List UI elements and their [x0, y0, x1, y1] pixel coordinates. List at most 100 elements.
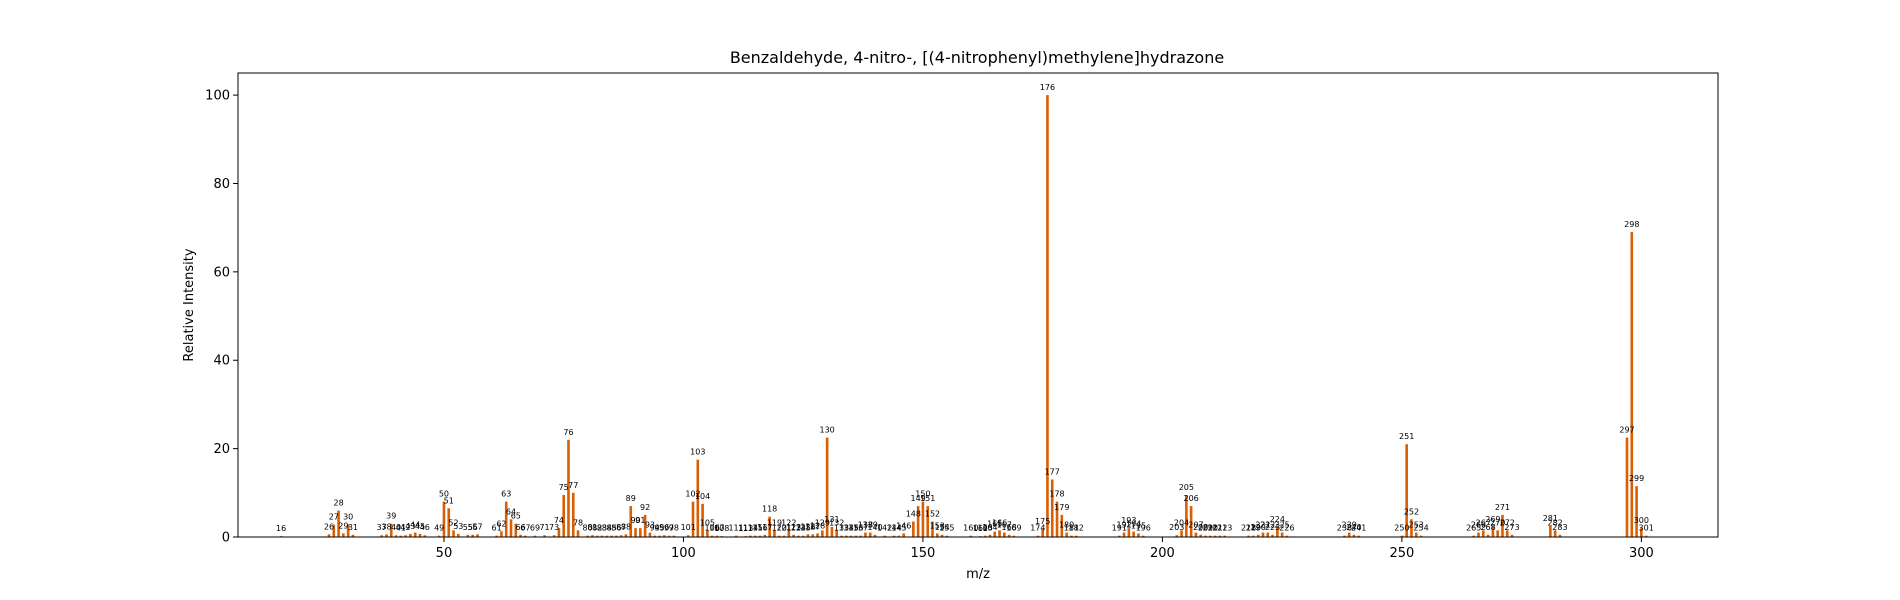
- peak-label-mz-83: 83: [597, 524, 607, 533]
- bar-mz-87: [619, 535, 623, 537]
- peak-label-mz-92: 92: [640, 503, 650, 512]
- bar-mz-270: [1496, 530, 1499, 537]
- peak-label-mz-181: 181: [1064, 524, 1079, 533]
- bar-mz-98: [672, 535, 676, 537]
- peak-label-mz-191: 191: [1112, 524, 1127, 533]
- peak-label-mz-194: 194: [1126, 520, 1141, 529]
- peak-label-mz-301: 301: [1639, 524, 1654, 533]
- bar-mz-26: [327, 534, 331, 537]
- bar-mz-301: [1644, 535, 1648, 537]
- peak-label-mz-167: 167: [997, 521, 1012, 530]
- peak-label-mz-118: 118: [762, 505, 777, 514]
- bar-mz-206: [1189, 506, 1193, 537]
- peak-label-mz-218: 218: [1241, 524, 1256, 533]
- bar-mz-137: [859, 535, 862, 537]
- peak-label-mz-16: 16: [276, 524, 286, 533]
- bar-mz-266: [1477, 532, 1480, 537]
- peak-label-mz-224: 224: [1270, 515, 1285, 524]
- peak-label-mz-96: 96: [659, 523, 669, 532]
- peak-label-mz-226: 226: [1279, 524, 1294, 533]
- peak-label-mz-132: 132: [829, 518, 844, 527]
- peak-label-mz-138: 138: [858, 521, 873, 530]
- bar-mz-41: [399, 535, 403, 537]
- bar-mz-55: [466, 534, 470, 537]
- peak-label-mz-221: 221: [1255, 521, 1270, 530]
- bar-mz-281: [1549, 525, 1552, 537]
- peak-label-mz-140: 140: [867, 523, 882, 532]
- bar-mz-40: [394, 535, 398, 537]
- bar-mz-218: [1247, 535, 1250, 537]
- bar-mz-82: [595, 535, 599, 537]
- peak-label-mz-267: 267: [1476, 518, 1491, 527]
- x-axis-title: m/z: [966, 567, 990, 582]
- peak-label-mz-270: 270: [1490, 518, 1505, 527]
- bar-mz-69: [533, 535, 537, 537]
- bar-mz-145: [897, 535, 901, 537]
- bar-series: [279, 95, 1648, 537]
- x-tick-label-250: 250: [1389, 546, 1414, 561]
- peak-label-mz-29: 29: [338, 521, 348, 530]
- peak-label-mz-30: 30: [343, 513, 353, 522]
- peak-label-mz-238: 238: [1337, 524, 1352, 533]
- bar-mz-126: [806, 534, 810, 537]
- peak-label-mz-252: 252: [1404, 507, 1419, 516]
- bar-mz-118: [768, 516, 771, 537]
- bar-mz-124: [797, 535, 800, 537]
- peak-label-mz-297: 297: [1619, 426, 1634, 435]
- peak-label-mz-168: 168: [1001, 523, 1016, 532]
- bar-mz-122: [787, 530, 791, 537]
- peak-label-mz-150: 150: [915, 490, 930, 499]
- bar-mz-224: [1276, 526, 1279, 537]
- y-tick-label-0: 0: [222, 531, 230, 546]
- peak-label-mz-56: 56: [468, 523, 478, 532]
- peak-label-mz-142: 142: [877, 524, 892, 533]
- bar-mz-238: [1343, 535, 1346, 537]
- peak-label-mz-127: 127: [805, 522, 820, 531]
- bar-mz-139: [868, 532, 872, 537]
- peak-label-mz-121: 121: [776, 524, 791, 533]
- peak-label-mz-40: 40: [391, 523, 401, 532]
- bar-mz-148: [912, 521, 915, 537]
- bar-mz-254: [1419, 535, 1423, 537]
- bar-mz-73: [552, 535, 556, 537]
- bar-mz-88: [624, 534, 628, 537]
- bar-mz-27: [332, 524, 336, 537]
- peak-label-mz-42: 42: [401, 523, 411, 532]
- bar-mz-105: [706, 530, 709, 537]
- peak-label-mz-114: 114: [743, 524, 758, 533]
- peak-label-mz-65: 65: [511, 512, 521, 521]
- peak-label-mz-122: 122: [781, 518, 796, 527]
- bar-mz-66: [519, 534, 522, 537]
- bar-mz-177: [1050, 479, 1054, 537]
- bar-mz-192: [1122, 532, 1126, 537]
- peak-label-mz-180: 180: [1059, 521, 1074, 530]
- bar-mz-29: [342, 533, 345, 537]
- peak-label-mz-195: 195: [1131, 521, 1146, 530]
- bar-mz-153: [935, 533, 939, 537]
- bar-mz-119: [773, 530, 776, 537]
- peak-label-mz-222: 222: [1260, 521, 1275, 530]
- peak-label-mz-85: 85: [606, 524, 616, 533]
- bar-mz-71: [543, 535, 546, 537]
- peak-label-mz-196: 196: [1136, 524, 1151, 533]
- peak-label-mz-39: 39: [386, 512, 396, 521]
- bar-mz-28: [337, 510, 340, 537]
- peak-label-mz-90: 90: [630, 516, 640, 525]
- bar-mz-136: [854, 535, 858, 537]
- bar-mz-208: [1199, 534, 1203, 537]
- peak-label-mz-209: 209: [1198, 524, 1213, 533]
- bar-mz-175: [1041, 529, 1044, 537]
- bar-mz-195: [1137, 533, 1140, 537]
- peak-label-mz-120: 120: [772, 524, 787, 533]
- peak-label-mz-53: 53: [453, 522, 463, 531]
- peak-label-mz-74: 74: [554, 516, 564, 525]
- y-tick-label-40: 40: [213, 354, 230, 369]
- peak-label-mz-273: 273: [1504, 523, 1519, 532]
- bar-mz-220: [1256, 534, 1260, 537]
- peak-label-mz-155: 155: [939, 524, 954, 533]
- peak-label-mz-82: 82: [592, 524, 602, 533]
- peak-label-mz-137: 137: [853, 524, 868, 533]
- bar-mz-151: [926, 506, 930, 537]
- bar-mz-30: [346, 524, 350, 537]
- peak-label-mz-126: 126: [800, 522, 815, 531]
